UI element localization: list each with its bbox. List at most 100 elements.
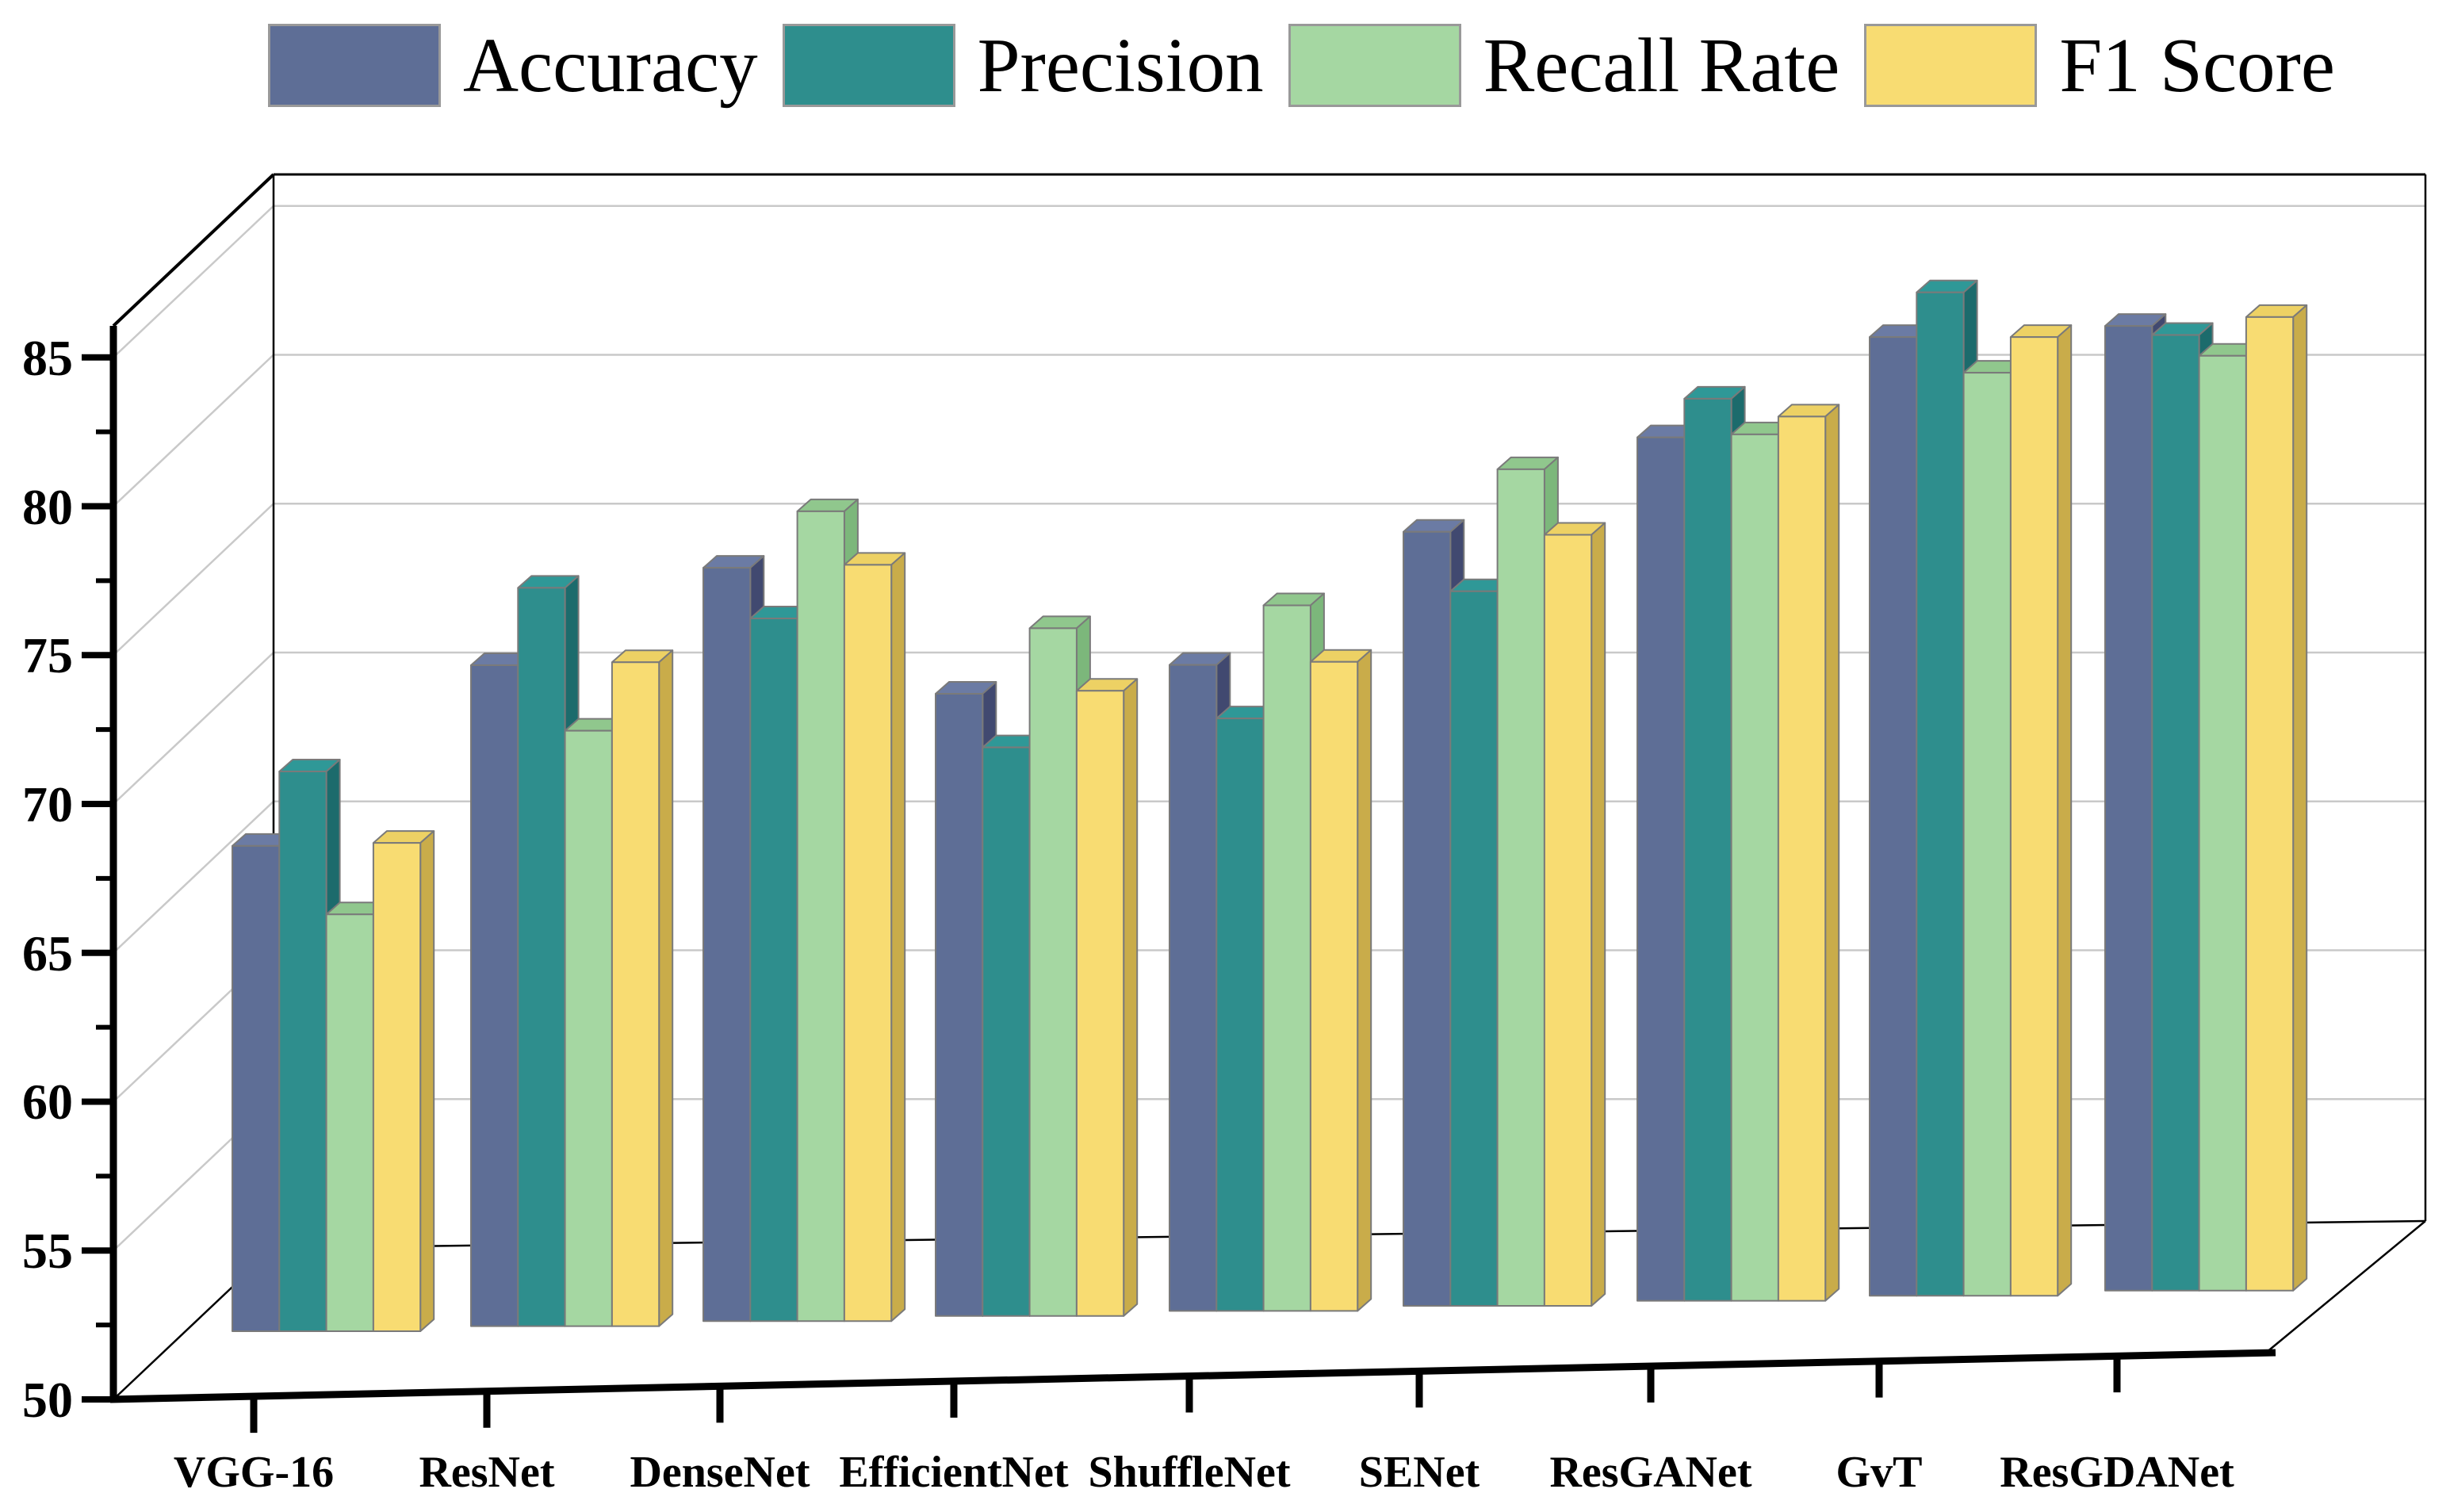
bar-front-face: [843, 564, 893, 1323]
gridline-wall-80: [113, 354, 274, 507]
bar-front-face: [1449, 590, 1499, 1307]
bar-front-face: [1309, 660, 1359, 1312]
legend-swatch-f1-score: [1864, 24, 2038, 107]
y-axis-ticks: [82, 354, 113, 1403]
bar-front-face: [2245, 316, 2295, 1292]
bar-front-face: [1637, 436, 1686, 1302]
bar-front-face: [1962, 372, 2012, 1297]
bar-side-face: [419, 830, 435, 1332]
bar-side-face: [2292, 304, 2308, 1292]
bar-front-face: [935, 693, 984, 1317]
y-tick-labels: 50 55 60 65 70 75 80 85: [22, 330, 73, 1428]
bar-f1-score-DenseNet: [843, 552, 906, 1323]
y-tick-label: 60: [22, 1074, 73, 1130]
category-label: ShuffleNet: [1088, 1448, 1290, 1497]
category-label: VGG-16: [174, 1448, 334, 1497]
bar-front-face: [278, 771, 327, 1332]
bar-front-face: [517, 587, 566, 1327]
category-label: EfficientNet: [839, 1448, 1069, 1497]
bar-f1-score-VGG-16: [372, 830, 435, 1333]
category-label: GvT: [1836, 1448, 1923, 1497]
bar-front-face: [1683, 397, 1732, 1302]
legend-swatch-recall-rate: [1288, 24, 1461, 107]
bar-f1-score-ResGANet: [1777, 404, 1840, 1302]
bar-front-face: [1916, 291, 1965, 1297]
bar-front-face: [1262, 604, 1311, 1312]
x-axis-ticks: [250, 1356, 2121, 1434]
category-label: SENet: [1359, 1448, 1480, 1497]
bar-f1-score-EfficientNet: [1075, 678, 1139, 1317]
y-tick-label: 85: [22, 330, 73, 386]
bar-front-face: [1075, 690, 1125, 1317]
bar-front-face: [2104, 325, 2153, 1292]
bar-front-face: [982, 746, 1031, 1317]
bar-front-face: [1215, 718, 1265, 1312]
gridline-wall-85: [113, 205, 274, 358]
bar-front-face: [1730, 433, 1779, 1302]
y-tick-label: 50: [22, 1372, 73, 1428]
category-label: DenseNet: [630, 1448, 810, 1497]
legend-label-precision: Precision: [977, 23, 1264, 108]
bar-front-face: [1028, 627, 1078, 1317]
legend-item-accuracy: Accuracy: [268, 24, 758, 107]
box-top-left-edge: [112, 173, 275, 327]
bar-front-face: [611, 661, 660, 1327]
bar-side-face: [1824, 404, 1840, 1302]
legend-label-f1-score: F1 Score: [2059, 23, 2335, 108]
bar-front-face: [796, 510, 845, 1323]
value-axis: [82, 326, 117, 1403]
category-labels: VGG-16 ResNet DenseNet EfficientNet Shuf…: [174, 1448, 2234, 1497]
bar-front-face: [1403, 530, 1452, 1307]
legend-label-recall-rate: Recall Rate: [1483, 23, 1840, 108]
bar-front-face: [325, 913, 374, 1333]
bar-front-face: [372, 842, 422, 1333]
bar-front-face: [232, 844, 281, 1333]
floor-right-edge: [2265, 1220, 2426, 1353]
bar-front-face: [470, 664, 519, 1327]
bar-side-face: [890, 552, 906, 1323]
bar-front-face: [564, 729, 613, 1327]
bar-side-face: [1357, 649, 1372, 1312]
bar-front-face: [1869, 336, 1918, 1297]
bars: [232, 279, 2308, 1333]
legend-swatch-accuracy: [268, 24, 441, 107]
gridline-wall-75: [113, 503, 274, 656]
legend-item-recall-rate: Recall Rate: [1288, 23, 1840, 108]
bar-f1-score-GvT: [2009, 324, 2073, 1297]
y-tick-label: 70: [22, 776, 73, 833]
category-label: ResGDANet: [2000, 1448, 2234, 1497]
legend: Accuracy Precision Recall Rate F1 Score: [268, 24, 2335, 107]
bar-f1-score-ResNet: [611, 649, 674, 1327]
bar-front-face: [702, 567, 752, 1323]
bar-front-face: [1543, 534, 1593, 1307]
legend-label-accuracy: Accuracy: [463, 23, 758, 108]
bar-side-face: [658, 649, 674, 1327]
legend-item-precision: Precision: [782, 23, 1264, 108]
x-axis-line: [109, 1349, 2276, 1403]
bar-front-face: [1169, 664, 1218, 1312]
category-label: ResNet: [419, 1448, 554, 1497]
y-tick-label: 75: [22, 627, 73, 683]
legend-item-f1-score: F1 Score: [1864, 24, 2335, 107]
bar-front-face: [2151, 334, 2200, 1292]
bar-front-face: [1777, 415, 1827, 1302]
bar-side-face: [1123, 678, 1139, 1317]
bar-f1-score-SENet: [1543, 522, 1606, 1307]
left-wall-gridlines: [113, 205, 274, 1252]
bar-side-face: [2057, 324, 2073, 1297]
y-tick-label: 65: [22, 925, 73, 982]
gridline-wall-70: [113, 652, 274, 805]
category-axis: [109, 1349, 2276, 1434]
bar-f1-score-ResGDANet: [2245, 304, 2308, 1292]
y-tick-label: 80: [22, 479, 73, 535]
bar-side-face: [1591, 522, 1606, 1307]
bar-f1-score-ShuffleNet: [1309, 649, 1372, 1312]
category-label: ResGANet: [1549, 1448, 1751, 1497]
bar-front-face: [2009, 336, 2059, 1297]
y-tick-label: 55: [22, 1223, 73, 1279]
legend-swatch-precision: [782, 24, 955, 107]
bar-front-face: [749, 618, 798, 1323]
bar-front-face: [2198, 354, 2247, 1292]
